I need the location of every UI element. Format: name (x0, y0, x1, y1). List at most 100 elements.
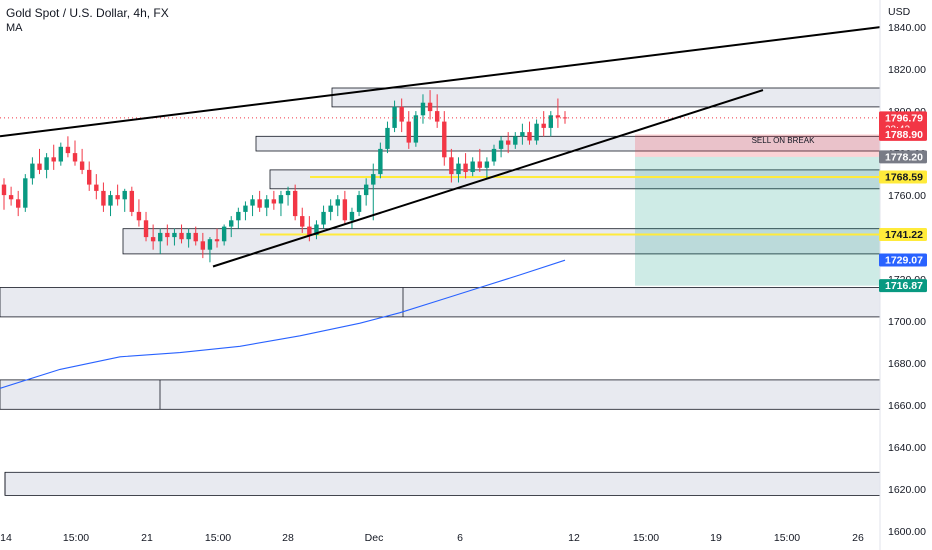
candle-body (307, 226, 312, 235)
candle-body (129, 190, 135, 212)
candle (101, 182, 106, 212)
position-tool (635, 134, 880, 286)
price-badge-label: 1796.79 (885, 112, 923, 124)
candle-body (513, 136, 518, 145)
price-badge-label: 1729.07 (885, 255, 923, 267)
candle-body (108, 195, 113, 206)
price-tick-label: 1600.00 (888, 526, 926, 538)
candle (193, 226, 198, 246)
candle (420, 94, 426, 124)
candle (484, 157, 490, 179)
candle-body (271, 199, 277, 204)
candle (143, 211, 149, 242)
candle-body (541, 123, 546, 128)
top-zone (331, 87, 881, 108)
price-badge: 1768.59 (879, 170, 927, 184)
candle (399, 98, 404, 133)
candle (520, 123, 525, 145)
candle (271, 190, 277, 210)
candle (335, 195, 340, 217)
candle-body (58, 146, 64, 162)
candle-body (392, 106, 397, 128)
candle (186, 228, 191, 248)
candle (214, 228, 220, 248)
zone-1716 (0, 287, 881, 318)
candle (449, 148, 454, 183)
target-zone (635, 156, 880, 286)
candle (314, 220, 319, 240)
candle-body (236, 211, 241, 221)
candle (477, 148, 482, 172)
price-badge-bg (879, 228, 927, 242)
candle (158, 228, 163, 254)
price-badge: 1778.20 (879, 150, 927, 164)
candle (165, 224, 170, 246)
time-tick-label: 15:00 (633, 532, 659, 544)
candle (172, 228, 177, 246)
candle-body (321, 211, 326, 225)
candle-body (406, 121, 411, 143)
candle-body (477, 161, 482, 168)
price-badge-bg (879, 150, 927, 164)
candle (150, 224, 156, 250)
candle-body (94, 184, 99, 191)
time-tick-label: 14 (0, 532, 12, 544)
candle (30, 157, 35, 185)
time-tick-label: 15:00 (205, 532, 231, 544)
time-tick-label: 19 (710, 532, 722, 544)
time-tick-label: 15:00 (63, 532, 89, 544)
candle (250, 195, 255, 217)
candle-body (342, 199, 348, 221)
candle (44, 153, 49, 179)
candle (229, 216, 234, 238)
price-tick-label: 1620.00 (888, 484, 926, 496)
candle (300, 207, 305, 233)
zone-1622 (4, 471, 881, 496)
candle-body (87, 169, 92, 185)
price-badge-bg (879, 170, 927, 184)
candle-body (16, 199, 21, 208)
candle (108, 190, 113, 217)
candle (292, 184, 298, 221)
candle-body (505, 140, 511, 145)
price-badge-bg (879, 279, 927, 293)
candle-body (79, 161, 85, 170)
candle-body (300, 216, 305, 227)
annotations-layer: SELL ON BREAK (752, 136, 816, 145)
time-tick-label: 12 (568, 532, 580, 544)
candle-body (101, 190, 106, 206)
time-tick-label: 21 (141, 532, 153, 544)
candle (413, 111, 419, 147)
candle-body (243, 205, 248, 212)
candle-body (165, 232, 170, 238)
candle (23, 174, 28, 212)
candle-body (172, 232, 177, 238)
candle (541, 111, 546, 137)
candle (363, 178, 369, 206)
candle (285, 186, 291, 206)
candle-body (442, 121, 447, 158)
candle-body (136, 211, 142, 221)
candle (513, 132, 518, 149)
sell-on-break-label: SELL ON BREAK (752, 136, 816, 145)
candle-body (264, 199, 269, 208)
candle-body (207, 239, 213, 250)
candle-body (484, 161, 490, 168)
candle-body (456, 163, 461, 175)
candle-body (463, 163, 468, 172)
candle (58, 142, 64, 166)
candle (534, 119, 539, 145)
candle (498, 136, 504, 158)
candle (356, 190, 362, 217)
price-badge: 1788.90 (879, 127, 927, 141)
candle (264, 195, 269, 217)
candle (392, 100, 397, 133)
candle-body (434, 111, 440, 122)
price-badge: 1729.07 (879, 253, 927, 267)
candle-body (257, 199, 262, 208)
candle-body (335, 199, 340, 206)
candle-body (413, 115, 419, 143)
candle (115, 184, 120, 206)
candle-body (51, 157, 56, 162)
